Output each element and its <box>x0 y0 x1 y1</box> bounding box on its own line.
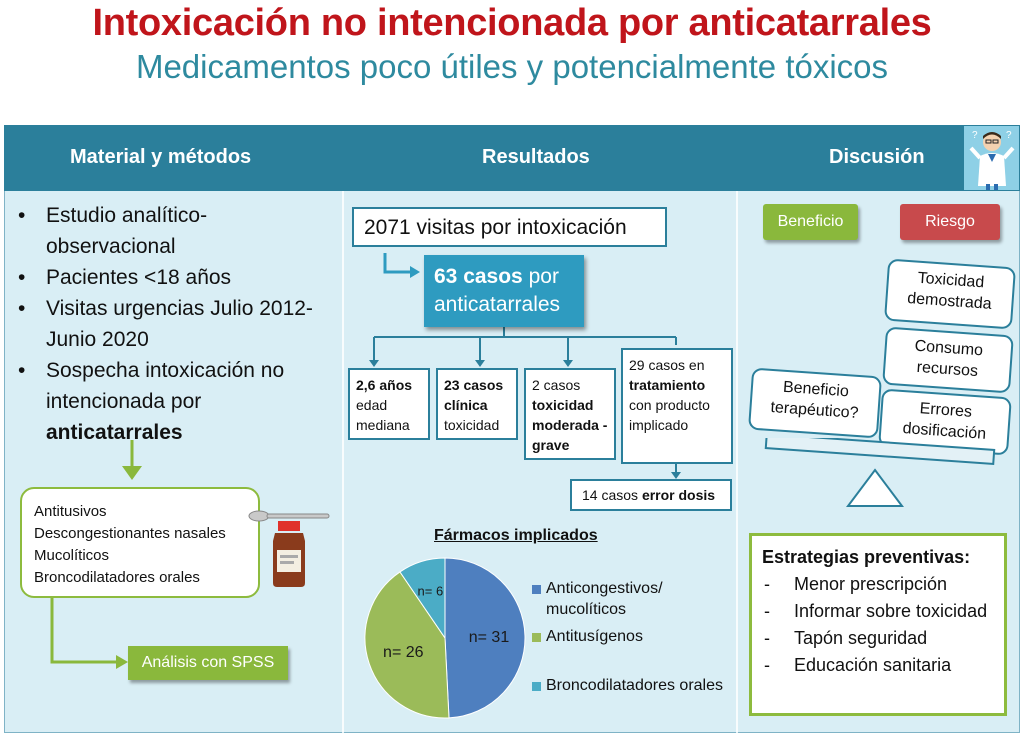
methods-item: Visitas urgencias Julio 2012- Junio 2020 <box>18 293 333 355</box>
column-divider <box>342 191 344 733</box>
drug-group-item: Broncodilatadores orales <box>34 569 200 586</box>
benefit-label: Beneficio <box>763 204 858 240</box>
pie-slice-label: n= 26 <box>383 644 424 661</box>
section-header-bar <box>4 125 1020 191</box>
drug-group-item: Antitusivos <box>34 503 107 520</box>
poster-title: Intoxicación no intencionada por anticat… <box>92 2 932 44</box>
risk-label: Riesgo <box>900 204 1000 240</box>
drug-groups-box: Antitusivos Descongestionantes nasales M… <box>20 487 260 598</box>
treatment-cases-box: 29 casos en tratamiento con producto impli… <box>621 348 733 464</box>
legend-swatch <box>532 585 541 594</box>
strategy-item: Menor prescripción <box>762 571 994 598</box>
median-age-box: 2,6 años edad mediana <box>348 368 430 440</box>
doctor-avatar-icon: ? ? <box>964 126 1019 190</box>
strategy-item: Informar sobre toxicidad <box>762 598 994 625</box>
methods-item: Estudio analítico-observacional <box>18 200 333 262</box>
legend-swatch <box>532 633 541 642</box>
drug-group-item: Descongestionantes nasales <box>34 525 226 542</box>
risk-item-box: Consumo recursos <box>882 326 1014 394</box>
legend-item: Anticongestivos/ mucolíticos <box>532 578 726 620</box>
pie-chart-title: Fármacos implicados <box>434 527 598 544</box>
strategies-box: Estrategias preventivas: Menor prescripc… <box>749 533 1007 716</box>
pie-slice <box>444 557 526 719</box>
balance-scale-icon <box>764 438 996 507</box>
visits-box: 2071 visitas por intoxicación <box>352 207 667 247</box>
methods-list: Estudio analítico-observacional Paciente… <box>18 200 333 448</box>
svg-text:?: ? <box>972 130 978 141</box>
strategy-item: Tapón seguridad <box>762 625 994 652</box>
header-discussion: Discusión <box>829 146 925 168</box>
header-results: Resultados <box>482 146 590 168</box>
spss-analysis-label: Análisis con SPSS <box>128 646 288 680</box>
legend-item: Antitusígenos <box>532 626 726 647</box>
methods-bold-term: anticatarrales <box>46 421 183 444</box>
poster-subtitle: Medicamentos poco útiles y potencialment… <box>135 48 889 85</box>
cases-63-box: 63 casos por anticatarrales <box>424 255 584 327</box>
pie-chart: n= 31 n= 26 n= 6 <box>364 557 526 719</box>
drug-group-item: Mucolíticos <box>34 547 110 564</box>
pie-slice-label: n= 31 <box>469 629 510 646</box>
legend-item: Broncodilatadores orales <box>532 675 726 696</box>
legend-swatch <box>532 682 541 691</box>
moderate-toxicity-box: 2 casos toxicidad moderada -grave <box>524 368 616 460</box>
column-divider <box>736 191 738 733</box>
clinical-cases-box: 23 casos clínica toxicidad <box>436 368 518 440</box>
benefit-item-box: Beneficio terapéutico? <box>747 367 883 439</box>
methods-item: Pacientes <18 años <box>18 262 333 293</box>
pie-slice-label: n= 6 <box>418 584 444 599</box>
dose-error-box: 14 casos error dosis <box>570 479 732 511</box>
header-methods: Material y métodos <box>70 146 252 168</box>
svg-text:?: ? <box>1006 130 1012 141</box>
risk-item-box: Toxicidad demostrada <box>883 258 1017 330</box>
strategies-title: Estrategias preventivas: <box>762 547 971 567</box>
medicine-bottle-icon <box>248 510 330 587</box>
pie-slice <box>399 557 446 640</box>
methods-item: Sospecha intoxicación no intencionada po… <box>18 355 333 448</box>
strategy-item: Educación sanitaria <box>762 652 994 679</box>
pie-slice <box>364 571 450 719</box>
